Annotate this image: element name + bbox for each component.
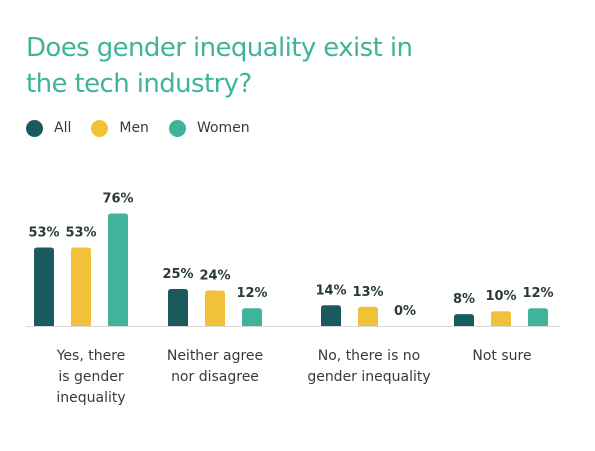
bar-neither-men	[205, 290, 225, 326]
legend-item-men: Men	[91, 119, 149, 137]
category-label-not-sure: Not sure	[472, 348, 532, 364]
value-label-not-sure-all: 8%	[453, 292, 475, 307]
bar-neither-all	[168, 289, 188, 326]
value-label-not-sure-men: 10%	[485, 289, 516, 304]
value-label-neither-all: 25%	[162, 267, 193, 282]
legend-label-all: All	[54, 120, 72, 136]
category-label-yes: Yes, there is gender inequality	[56, 348, 126, 406]
bar-yes-women	[108, 213, 128, 326]
legend-swatch-women	[168, 119, 186, 137]
bar-yes-all	[34, 247, 54, 326]
value-label-not-sure-women: 12%	[522, 286, 553, 301]
bar-yes-men	[71, 247, 91, 326]
legend-swatch-all	[26, 119, 43, 137]
bar-no-men	[358, 306, 378, 326]
chart-title: Does gender inequality exist in the tech…	[26, 33, 413, 99]
legend-swatch-men	[91, 119, 109, 137]
bar-not-sure-men	[491, 311, 511, 326]
value-label-yes-all: 53%	[28, 226, 59, 241]
value-label-neither-women: 12%	[236, 286, 267, 301]
bar-no-all	[321, 305, 341, 326]
value-label-neither-men: 24%	[199, 268, 230, 283]
value-label-no-women: 0%	[394, 304, 416, 319]
legend-label-men: Men	[119, 120, 149, 136]
category-label-no: No, there is no gender inequality	[307, 348, 431, 385]
value-label-no-men: 13%	[352, 285, 383, 300]
category-label-neither: Neither agree nor disagree	[166, 348, 264, 385]
bar-not-sure-all	[454, 314, 474, 326]
value-label-yes-men: 53%	[65, 226, 96, 241]
legend-label-women: Women	[196, 120, 250, 136]
legend: All Men Women	[26, 116, 270, 140]
bar-not-sure-women	[528, 308, 548, 326]
legend-item-women: Women	[168, 119, 250, 137]
value-label-no-all: 14%	[315, 283, 346, 298]
legend-item-all: All	[26, 119, 72, 137]
bar-neither-women	[242, 308, 262, 326]
value-label-yes-women: 76%	[102, 192, 133, 207]
